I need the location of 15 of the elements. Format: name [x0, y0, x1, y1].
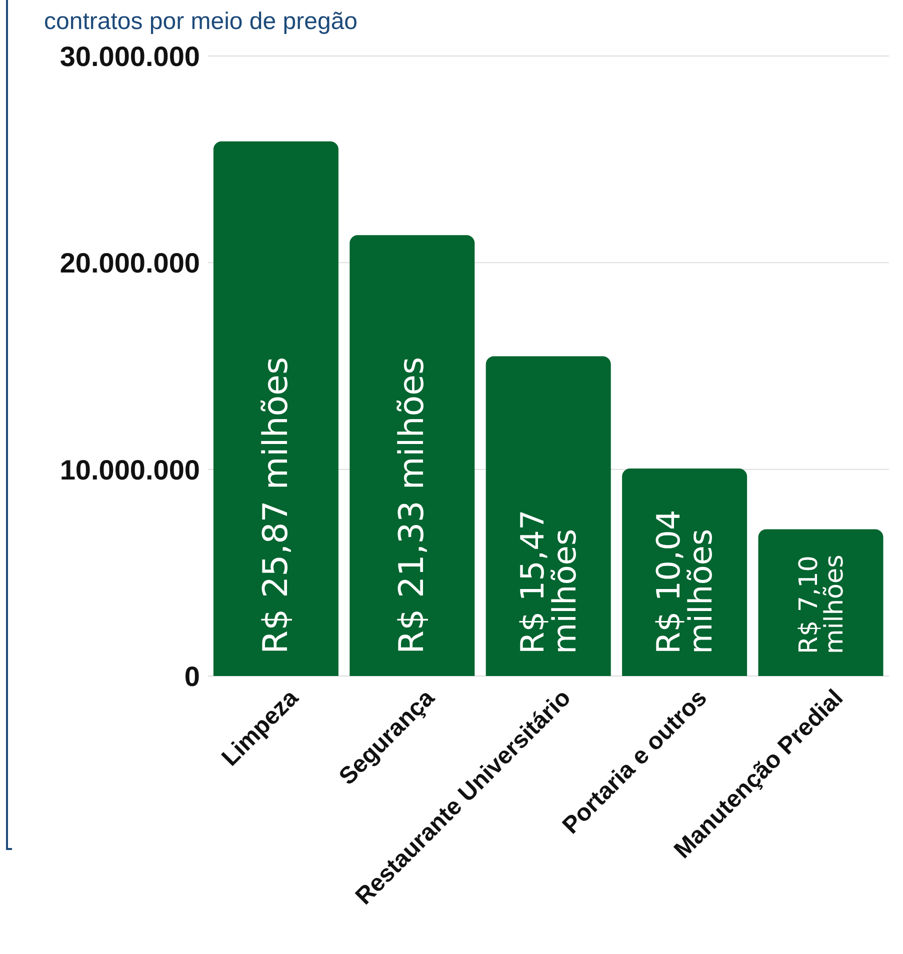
y-tick-label: 20.000.000: [60, 248, 200, 279]
bar: [486, 356, 611, 676]
y-tick-label: 0: [184, 660, 200, 692]
data-label: R$ 21,33 milhões: [392, 356, 432, 654]
bar: [350, 235, 475, 676]
data-label: R$ 25,87 milhões: [256, 356, 296, 654]
bar: [622, 468, 748, 676]
y-tick-label: 10.000.000: [60, 454, 200, 486]
data-label: R$ 15,47 milhões: [513, 510, 584, 654]
chart-title: contratos por meio de pregão: [43, 8, 359, 36]
data-label: R$ 10,04 milhões: [650, 510, 720, 654]
data-label: R$ 7,10 milhões: [793, 554, 848, 654]
bar: [213, 141, 338, 676]
bar: [758, 529, 884, 676]
y-tick-label: 30.000.000: [60, 40, 200, 72]
